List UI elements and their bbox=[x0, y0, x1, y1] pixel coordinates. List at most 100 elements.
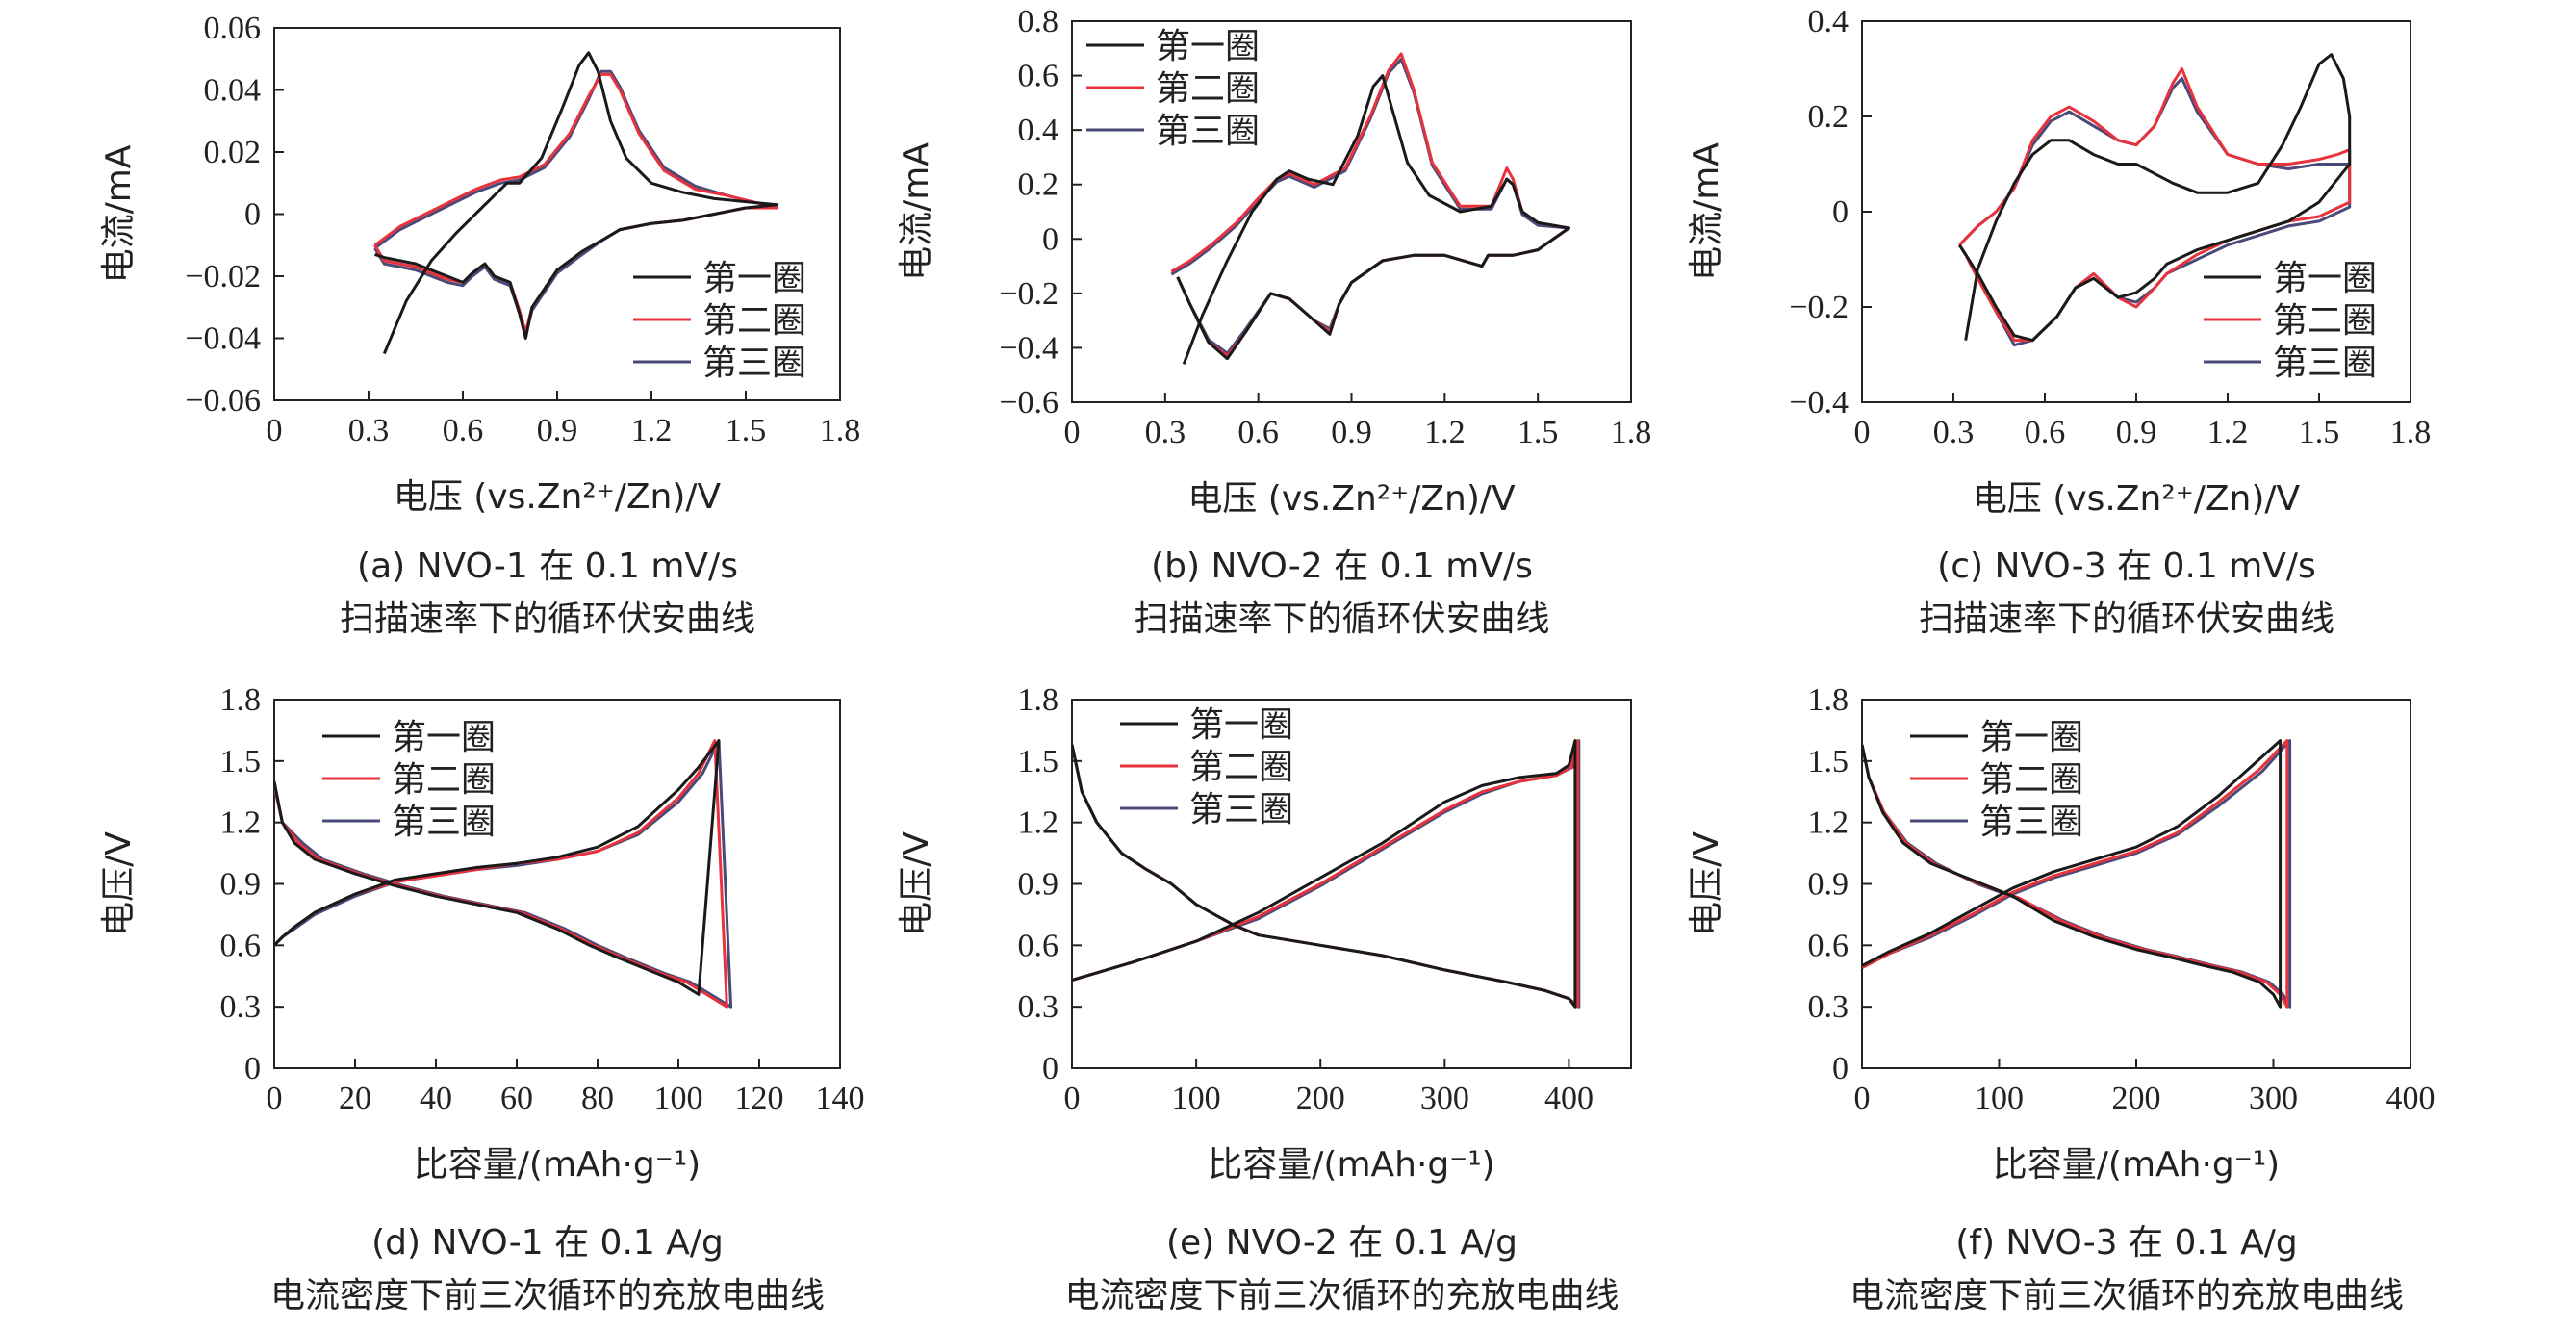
x-axis-label: 电压 (vs.Zn²⁺/Zn)/V bbox=[394, 477, 722, 517]
x-tick-label: 140 bbox=[816, 1081, 865, 1116]
panel-e: 0 100 200 300 400 0 0.3 0.6 0.9 1.2 1.5 1.8 比容量/(mAh… bbox=[897, 682, 1632, 1315]
x-tick-label: 1.5 bbox=[726, 413, 767, 448]
y-tick-label: 0.02 bbox=[204, 135, 262, 170]
x-tick-label: 0.9 bbox=[2116, 415, 2157, 450]
panel-caption-line1: (f) NVO-3 在 0.1 A/g bbox=[1955, 1223, 2298, 1263]
y-tick-label: 0.3 bbox=[1018, 989, 1059, 1025]
y-tick-label: −0.6 bbox=[999, 385, 1058, 421]
series-line-cycle-1 bbox=[1958, 53, 2352, 343]
x-tick-label: 120 bbox=[735, 1081, 784, 1116]
y-tick-label: 0.2 bbox=[1808, 99, 1849, 135]
y-tick-label: 1.5 bbox=[1808, 744, 1849, 779]
legend-label: 第二圈 bbox=[1156, 69, 1260, 109]
x-tick-label: 0.3 bbox=[1933, 415, 1975, 450]
y-tick-label: 0.9 bbox=[220, 867, 262, 903]
plot-frame bbox=[1861, 699, 2411, 1069]
x-tick-label: 0 bbox=[1854, 415, 1871, 450]
x-axis-label: 比容量/(mAh·g⁻¹) bbox=[1993, 1145, 2280, 1185]
x-tick-label: 100 bbox=[1172, 1081, 1221, 1116]
y-axis-label: 电流/mA bbox=[897, 142, 936, 281]
x-tick-label: 0.6 bbox=[443, 413, 484, 448]
y-tick-label: 0.6 bbox=[1018, 928, 1059, 963]
panel-c: 0 0.3 0.6 0.9 1.2 1.5 1.8 −0.4 −0.2 0 0.2 0.4 电压 (vs… bbox=[1687, 4, 2431, 639]
y-axis-label: 电流/mA bbox=[1687, 142, 1726, 281]
x-tick-label: 200 bbox=[1296, 1081, 1345, 1116]
x-tick-label: 0.9 bbox=[1331, 415, 1372, 450]
y-tick-label: −0.06 bbox=[185, 383, 261, 419]
panel-caption-line2: 扫描速率下的循环伏安曲线 bbox=[340, 600, 755, 639]
y-tick-label: 0.3 bbox=[220, 989, 262, 1025]
x-tick-label: 40 bbox=[420, 1081, 452, 1116]
y-tick-label: −0.2 bbox=[1789, 290, 1849, 325]
legend-label: 第一圈 bbox=[2273, 259, 2377, 298]
y-tick-label: 1.2 bbox=[1018, 805, 1059, 841]
x-tick-label: 100 bbox=[654, 1081, 703, 1116]
y-tick-label: 1.8 bbox=[220, 682, 262, 718]
x-tick-label: 300 bbox=[2249, 1081, 2298, 1116]
x-tick-label: 0.3 bbox=[1145, 415, 1186, 450]
y-tick-label: 0 bbox=[1832, 1051, 1849, 1086]
x-tick-label: 0 bbox=[1854, 1081, 1871, 1116]
series-line-cycle-1 bbox=[1176, 74, 1570, 365]
panel-caption-line1: (c) NVO-3 在 0.1 mV/s bbox=[1937, 547, 2316, 586]
x-tick-label: 60 bbox=[500, 1081, 533, 1116]
series-line-cycle-1 bbox=[274, 739, 721, 996]
x-tick-label: 80 bbox=[581, 1081, 614, 1116]
x-tick-label: 0 bbox=[1064, 415, 1081, 450]
y-tick-label: 1.8 bbox=[1018, 682, 1059, 718]
y-tick-label: 0 bbox=[1042, 221, 1058, 257]
y-tick-label: −0.4 bbox=[1789, 385, 1849, 421]
legend-label: 第一圈 bbox=[392, 718, 496, 757]
y-axis-label: 电压/V bbox=[897, 831, 936, 936]
y-tick-label: 0 bbox=[244, 1051, 261, 1086]
panel-b: 0 0.3 0.6 0.9 1.2 1.5 1.8 −0.6 −0.4 −0.2 0 0.2 0.4 0.… bbox=[897, 4, 1651, 639]
x-tick-label: 0.6 bbox=[2025, 415, 2066, 450]
x-axis-label: 电压 (vs.Zn²⁺/Zn)/V bbox=[1973, 479, 2301, 519]
x-tick-label: 0.6 bbox=[1237, 415, 1279, 450]
x-tick-label: 300 bbox=[1420, 1081, 1469, 1116]
y-tick-label: 0.6 bbox=[1808, 928, 1849, 963]
y-tick-label: 1.2 bbox=[220, 805, 262, 841]
x-tick-label: 100 bbox=[1975, 1081, 2024, 1116]
y-axis-label: 电流/mA bbox=[99, 144, 139, 283]
series-line-cycle-1 bbox=[1072, 739, 1577, 1009]
panel-caption-line1: (a) NVO-1 在 0.1 mV/s bbox=[357, 547, 738, 586]
legend-label: 第二圈 bbox=[2273, 301, 2377, 341]
x-tick-label: 200 bbox=[2112, 1081, 2161, 1116]
x-tick-label: 20 bbox=[339, 1081, 371, 1116]
x-tick-label: 1.8 bbox=[1611, 415, 1652, 450]
y-tick-label: 0.04 bbox=[204, 73, 262, 109]
legend-label: 第一圈 bbox=[1189, 705, 1293, 745]
y-tick-label: 0.4 bbox=[1018, 113, 1059, 148]
panel-d: 0 20 40 60 80 100 120 140 0 0.3 0.6 0.9 1.2 1.5 1.8 比容量… bbox=[99, 682, 865, 1315]
legend-label: 第三圈 bbox=[1189, 790, 1293, 830]
plot-frame bbox=[1071, 699, 1632, 1069]
y-tick-label: 0 bbox=[1042, 1051, 1058, 1086]
x-tick-label: 1.8 bbox=[2390, 415, 2432, 450]
x-tick-label: 1.2 bbox=[631, 413, 673, 448]
legend-label: 第二圈 bbox=[1979, 760, 2083, 800]
x-tick-label: 1.5 bbox=[1518, 415, 1559, 450]
panel-caption-line1: (d) NVO-1 在 0.1 A/g bbox=[371, 1223, 724, 1263]
y-tick-label: 1.8 bbox=[1808, 682, 1849, 718]
legend-label: 第一圈 bbox=[702, 259, 806, 298]
panel-caption-line2: 电流密度下前三次循环的充放电曲线 bbox=[1849, 1276, 2404, 1315]
legend-label: 第二圈 bbox=[392, 760, 496, 800]
legend-label: 第三圈 bbox=[2273, 344, 2377, 383]
x-tick-label: 0 bbox=[267, 413, 283, 448]
x-tick-label: 0.9 bbox=[537, 413, 578, 448]
x-tick-label: 400 bbox=[1544, 1081, 1594, 1116]
x-tick-label: 1.2 bbox=[2207, 415, 2249, 450]
y-tick-label: 0.6 bbox=[1018, 59, 1059, 94]
y-tick-label: 0.4 bbox=[1808, 4, 1849, 39]
panel-caption-line1: (b) NVO-2 在 0.1 mV/s bbox=[1151, 547, 1533, 586]
x-tick-label: 1.2 bbox=[1424, 415, 1466, 450]
y-axis-label: 电压/V bbox=[99, 831, 139, 936]
x-tick-label: 1.8 bbox=[820, 413, 861, 448]
panel-caption-line2: 扫描速率下的循环伏安曲线 bbox=[1134, 600, 1549, 639]
